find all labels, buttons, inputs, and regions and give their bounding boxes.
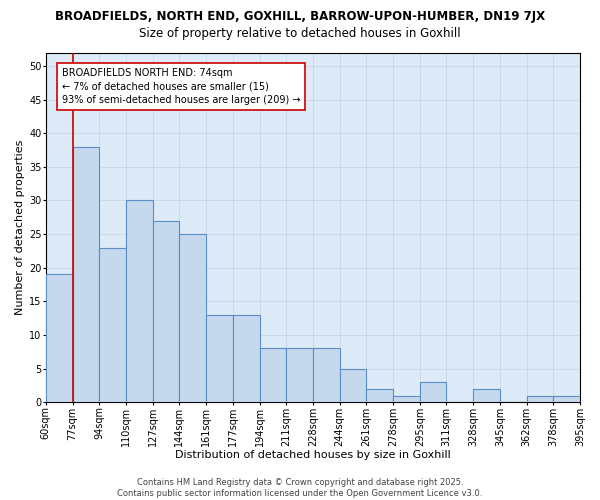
Bar (340, 368, 367, 402)
Bar (99, 248, 126, 402)
Bar (260, 348, 286, 403)
Text: Contains HM Land Registry data © Crown copyright and database right 2025.
Contai: Contains HM Land Registry data © Crown c… (118, 478, 482, 498)
Bar (553, 396, 580, 402)
Bar (206, 315, 233, 402)
Bar (179, 234, 206, 402)
Text: BROADFIELDS, NORTH END, GOXHILL, BARROW-UPON-HUMBER, DN19 7JX: BROADFIELDS, NORTH END, GOXHILL, BARROW-… (55, 10, 545, 23)
Bar (393, 396, 420, 402)
Bar (367, 389, 393, 402)
Bar (420, 382, 446, 402)
Bar (233, 315, 260, 402)
Y-axis label: Number of detached properties: Number of detached properties (15, 140, 25, 315)
X-axis label: Distribution of detached houses by size in Goxhill: Distribution of detached houses by size … (175, 450, 451, 460)
Bar (152, 220, 179, 402)
Text: Size of property relative to detached houses in Goxhill: Size of property relative to detached ho… (139, 28, 461, 40)
Bar (46, 274, 73, 402)
Bar (473, 389, 500, 402)
Bar (313, 348, 340, 403)
Text: BROADFIELDS NORTH END: 74sqm
← 7% of detached houses are smaller (15)
93% of sem: BROADFIELDS NORTH END: 74sqm ← 7% of det… (62, 68, 301, 104)
Bar (73, 146, 99, 402)
Bar (286, 348, 313, 403)
Bar (527, 396, 553, 402)
Bar (126, 200, 152, 402)
